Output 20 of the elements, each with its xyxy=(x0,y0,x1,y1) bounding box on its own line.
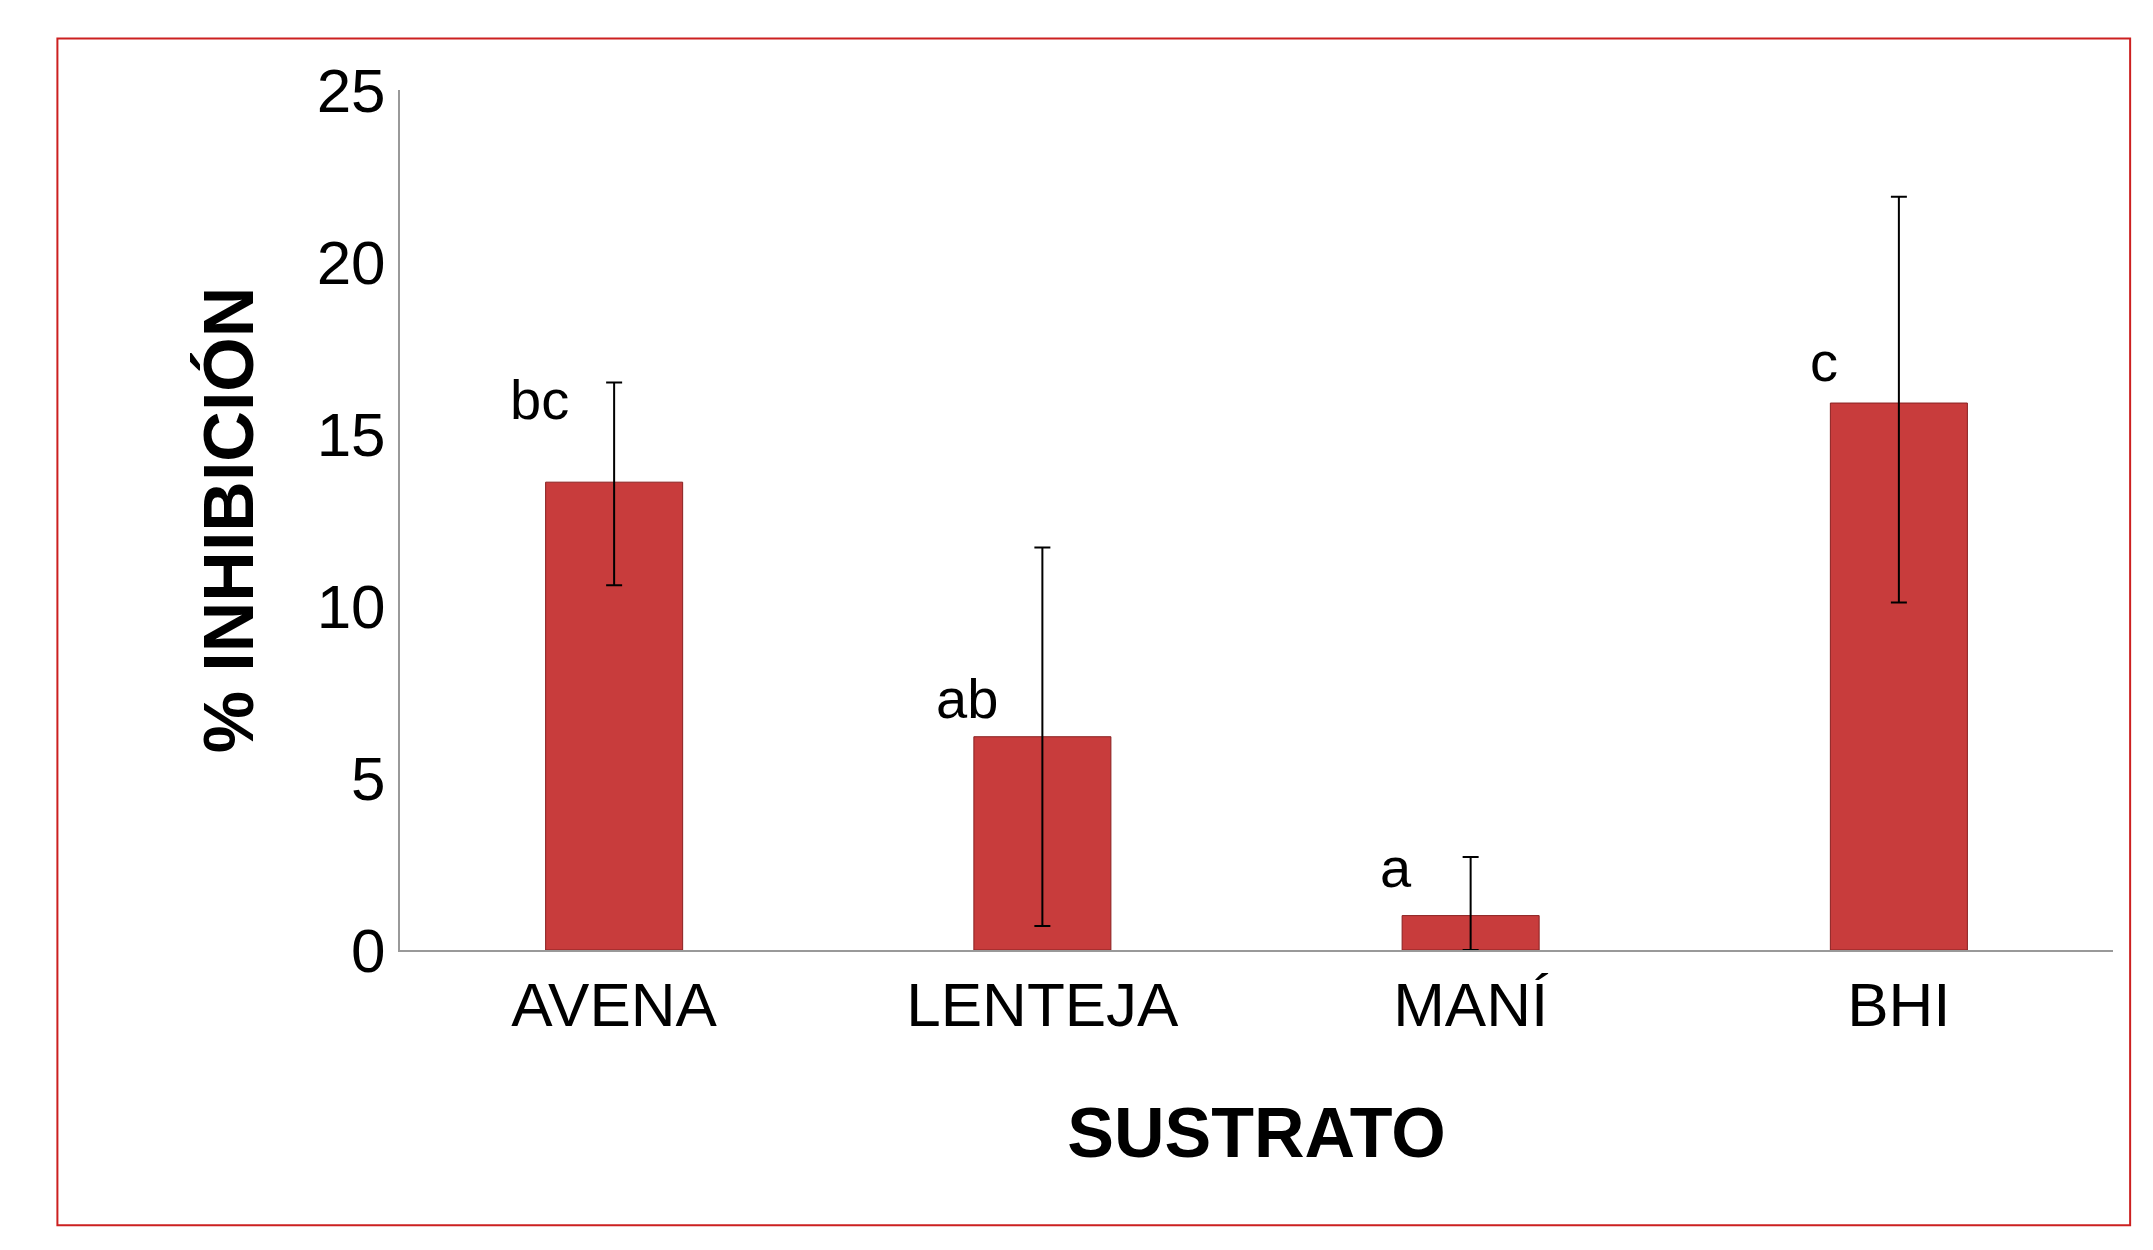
bar xyxy=(973,736,1112,950)
y-tick-label: 10 xyxy=(316,571,386,641)
annotation: ab xyxy=(936,667,999,730)
y-axis-title: % INHIBICIÓN xyxy=(190,286,269,754)
y-tick-label: 15 xyxy=(316,399,386,469)
x-tick-label: AVENA xyxy=(511,970,718,1040)
annotation: a xyxy=(1380,836,1412,899)
y-tick-label: 20 xyxy=(316,227,386,297)
bar xyxy=(1401,915,1540,950)
bar xyxy=(545,481,684,950)
x-tick-label: MANÍ xyxy=(1393,970,1549,1040)
y-tick-label: 25 xyxy=(316,55,386,125)
x-axis-title: SUSTRATO xyxy=(1067,1094,1446,1173)
x-tick-label: LENTEJA xyxy=(906,970,1180,1040)
bar xyxy=(1829,402,1968,950)
annotation: bc xyxy=(510,368,570,431)
y-tick-label: 5 xyxy=(351,743,386,813)
annotation: c xyxy=(1810,330,1838,393)
y-tick-label: 0 xyxy=(351,915,386,985)
x-tick-label: BHI xyxy=(1847,970,1951,1040)
